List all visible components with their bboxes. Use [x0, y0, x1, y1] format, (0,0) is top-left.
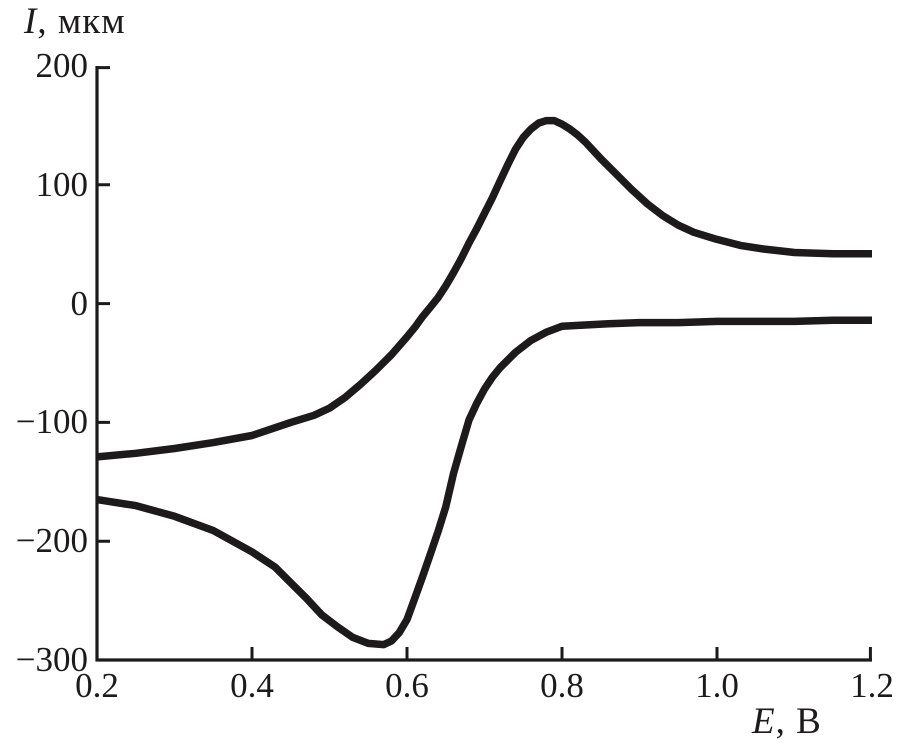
y-tick-label: 200 [35, 46, 89, 85]
lower-curve-cathodic-reverse-scan [96, 316, 872, 649]
y-tick-label: −300 [15, 640, 88, 679]
y-tick-label: 100 [35, 164, 89, 204]
y-tick-label: −100 [15, 402, 88, 442]
y-tick-label: −200 [15, 521, 88, 561]
x-tick-label: 1.2 [850, 666, 894, 705]
x-axis-variable: E [752, 701, 776, 742]
y-axis-variable: I [24, 1, 38, 42]
x-axis-title: E, В [752, 700, 822, 743]
axes-frame [95, 66, 872, 662]
x-tick-label: 1.0 [695, 666, 739, 705]
x-tick-label: 0.6 [385, 666, 429, 705]
x-tick-label: 0.2 [75, 666, 119, 705]
y-axis-title: I, мкм [24, 0, 126, 43]
upper-curve-anodic-forward-scan [96, 116, 872, 461]
x-axis-unit: , В [775, 701, 822, 742]
x-tick-label: 0.8 [540, 666, 584, 705]
x-tick-label: 0.4 [230, 666, 274, 705]
y-tick-label: 0 [70, 283, 89, 323]
axis-tick-marks [97, 66, 872, 660]
y-axis-unit: , мкм [37, 1, 126, 42]
